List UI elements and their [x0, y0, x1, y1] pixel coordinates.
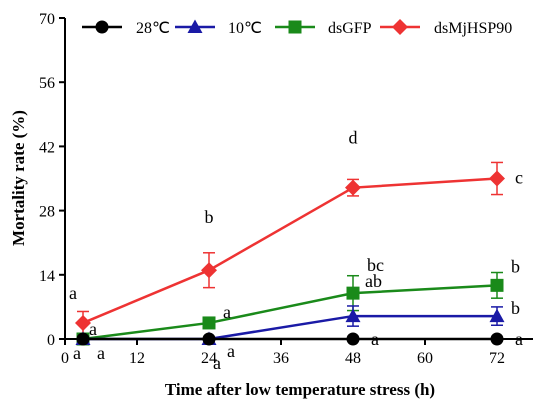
series-line-3	[82, 177, 498, 325]
sig-label-3-1: b	[205, 207, 214, 227]
series-3	[75, 161, 505, 336]
sig-label-3-2: d	[349, 128, 358, 148]
data-point-0-1	[202, 332, 216, 346]
data-point-0-2	[346, 332, 360, 346]
sig-label-2-1: a	[223, 302, 231, 322]
legend-marker-1	[187, 19, 203, 33]
data-point-0-3	[490, 332, 504, 346]
sig-label-3-3: c	[515, 168, 523, 188]
sig-label-1-0: a	[97, 343, 105, 363]
x-tick-label-12: 12	[129, 350, 145, 367]
sig-label-1-2: ab	[365, 271, 382, 291]
sig-label-0-3: a	[515, 329, 523, 349]
data-point-2-1	[202, 316, 216, 330]
legend-label-1: 10℃	[228, 20, 262, 37]
data-point-2-2	[346, 286, 360, 300]
y-tick-label-56: 56	[39, 75, 55, 92]
data-point-1-2	[345, 308, 361, 323]
x-tick-label-60: 60	[417, 350, 433, 367]
x-axis-title: Time after low temperature stress (h)	[165, 380, 435, 399]
legend: 28℃ 10℃ dsGFP dsMjHSP90	[82, 19, 512, 37]
sig-label-1-1: a	[213, 353, 221, 373]
y-tick-label-0: 0	[47, 332, 55, 349]
series-line-2	[82, 284, 498, 341]
x-tick-label-72: 72	[489, 350, 505, 367]
legend-label-3: dsMjHSP90	[434, 20, 512, 37]
legend-marker-3	[392, 19, 408, 35]
y-tick-label-42: 42	[39, 139, 55, 156]
sig-label-2-3: b	[511, 256, 520, 276]
sig-label-1-3: b	[511, 298, 520, 318]
data-point-3-2	[345, 179, 361, 196]
sig-label-2-0: a	[89, 319, 97, 339]
sig-label-2-2: bc	[367, 255, 384, 275]
y-tick-label-14: 14	[39, 268, 55, 285]
series-2	[76, 271, 504, 346]
series-line-1	[83, 314, 497, 341]
legend-label-2: dsGFP	[328, 20, 372, 37]
x-tick-label-36: 36	[273, 350, 289, 367]
legend-marker-0	[95, 20, 109, 34]
data-point-3-0	[75, 314, 91, 331]
sig-label-0-2: a	[371, 329, 379, 349]
data-point-3-1	[201, 262, 217, 279]
axes: 0 12 24 36 48 60 72 0 14 28 42 56 70	[39, 11, 533, 367]
legend-item-0: 28℃	[82, 20, 170, 37]
x-tick-label-48: 48	[345, 350, 361, 367]
series-0	[76, 332, 504, 346]
data-point-2-3	[490, 278, 504, 292]
series-layer	[75, 161, 505, 346]
legend-item-3: dsMjHSP90	[380, 19, 512, 37]
sig-label-0-1: a	[227, 341, 235, 361]
y-tick-label-70: 70	[39, 11, 55, 28]
data-point-3-3	[489, 170, 505, 187]
data-point-1-3	[489, 308, 505, 323]
legend-marker-2	[288, 20, 302, 34]
legend-item-1: 10℃	[175, 19, 262, 37]
sig-label-0-0: a	[73, 343, 81, 363]
y-axis-title: Mortality rate (%)	[9, 110, 28, 246]
legend-item-2: dsGFP	[275, 20, 372, 37]
x-tick-label-0: 0	[61, 350, 69, 367]
y-tick-label-28: 28	[39, 204, 55, 221]
data-point-0-0	[76, 332, 90, 346]
x-tick-label-24: 24	[201, 350, 217, 367]
sig-label-3-0: a	[69, 283, 77, 303]
legend-label-0: 28℃	[136, 20, 170, 37]
